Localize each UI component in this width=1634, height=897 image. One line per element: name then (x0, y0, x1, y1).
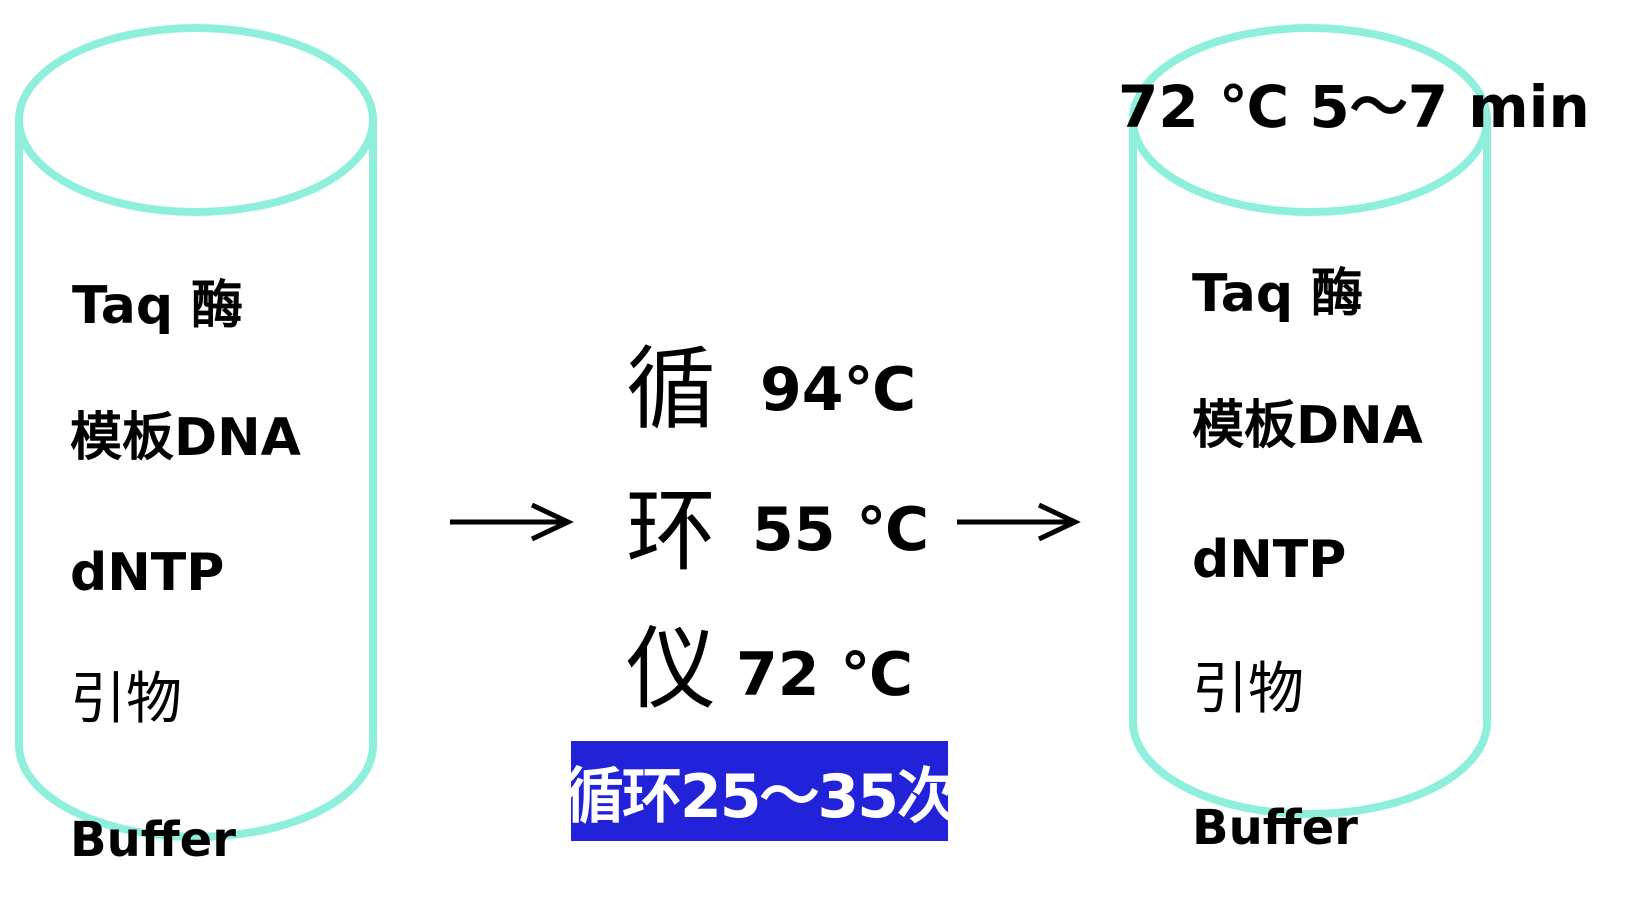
arrow-1-icon (450, 502, 574, 542)
anneal-temperature: 55 ℃ (752, 495, 930, 565)
thermal-cycler-char-3: 仪 (626, 617, 716, 722)
right-tube-body (1129, 120, 1491, 818)
left-tube (15, 24, 377, 841)
left-tube-template-dna-label: 模板DNA (70, 408, 301, 468)
left-tube-top (15, 24, 377, 216)
cycle-count-badge: 循环25～35次 (571, 741, 948, 841)
right-tube-primer-label: 引物 (1192, 657, 1304, 722)
left-tube-primer-label: 引物 (70, 667, 182, 732)
arrow-2-icon (957, 502, 1081, 542)
right-tube-template-dna-label: 模板DNA (1192, 396, 1423, 456)
left-tube-body (15, 120, 377, 841)
right-tube-buffer-label: Buffer (1192, 800, 1358, 856)
denature-temperature: 94℃ (760, 355, 917, 425)
left-tube-taq-label: Taq 酶 (72, 276, 244, 336)
thermal-cycler-char-2: 环 (626, 479, 716, 584)
right-tube-taq-label: Taq 酶 (1192, 264, 1364, 324)
final-extension-label: 72 ℃ 5～7 min (1118, 73, 1590, 141)
left-tube-buffer-label: Buffer (70, 812, 236, 868)
right-tube-dntp-label: dNTP (1192, 530, 1347, 590)
thermal-cycler-char-1: 循 (626, 337, 716, 442)
extend-temperature: 72 ℃ (736, 640, 914, 710)
left-tube-dntp-label: dNTP (70, 543, 225, 603)
cycle-count-text: 循环25～35次 (571, 761, 948, 832)
right-tube (1129, 24, 1491, 818)
